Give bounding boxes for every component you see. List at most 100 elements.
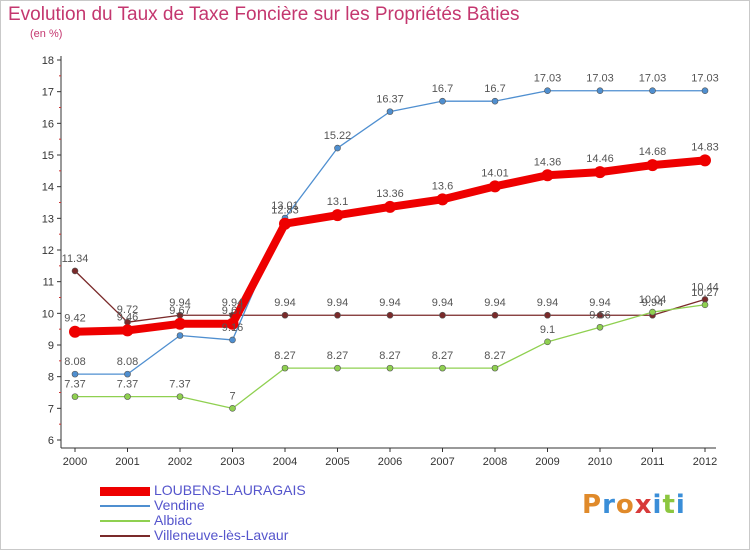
data-label: 9.94 xyxy=(274,297,295,309)
data-label: 8.27 xyxy=(379,350,400,362)
y-tick-label: 6 xyxy=(48,435,54,447)
data-label: 8.08 xyxy=(117,356,138,368)
legend-swatch xyxy=(100,535,150,537)
data-point xyxy=(384,200,396,213)
logo-letter: i xyxy=(652,490,663,520)
data-point xyxy=(491,97,499,105)
x-tick-label: 2002 xyxy=(168,456,192,468)
data-label: 16.7 xyxy=(484,83,505,95)
data-label: 16.7 xyxy=(432,83,453,95)
x-tick-label: 2001 xyxy=(115,456,139,468)
data-label: 14.01 xyxy=(481,167,509,179)
x-tick-label: 2010 xyxy=(588,456,612,468)
data-label: 7.37 xyxy=(169,379,190,391)
data-label: 10.04 xyxy=(639,294,667,306)
legend-label: Villeneuve-lès-Lavaur xyxy=(154,527,289,543)
data-label: 9.67 xyxy=(222,305,243,317)
data-point xyxy=(176,393,184,400)
y-tick-label: 7 xyxy=(48,403,54,415)
data-label: 9.94 xyxy=(327,297,348,309)
data-label: 16.37 xyxy=(376,94,404,106)
series-line-1 xyxy=(74,90,706,375)
data-point xyxy=(386,108,394,115)
data-point xyxy=(649,308,656,316)
data-label: 17.03 xyxy=(691,73,719,85)
x-tick-label: 2003 xyxy=(220,456,244,468)
data-point xyxy=(594,166,606,179)
y-tick-label: 13 xyxy=(42,213,54,225)
data-label: 17.03 xyxy=(534,73,562,85)
data-point xyxy=(229,405,236,412)
data-label: 9.72 xyxy=(117,304,138,316)
y-tick-label: 9 xyxy=(48,340,54,352)
x-tick-label: 2004 xyxy=(273,456,297,468)
y-tick-label: 15 xyxy=(42,150,54,162)
data-label: 9.94 xyxy=(379,297,400,309)
x-tick-label: 2007 xyxy=(430,456,454,468)
data-point xyxy=(489,180,501,193)
data-label: 9.94 xyxy=(589,297,610,309)
data-label: 15.22 xyxy=(324,130,352,142)
data-label: 9.42 xyxy=(64,313,85,325)
x-tick-label: 2006 xyxy=(378,456,402,468)
legend-label: Vendine xyxy=(154,497,205,513)
data-point xyxy=(649,87,656,95)
data-point xyxy=(121,324,134,337)
data-point xyxy=(544,311,551,319)
data-label: 9.46 xyxy=(117,311,138,323)
data-point xyxy=(69,325,81,338)
data-point xyxy=(596,87,604,95)
logo-letter: t xyxy=(662,490,676,520)
data-label: 17.03 xyxy=(586,73,614,85)
data-label: 9.94 xyxy=(222,297,243,309)
data-label: 17.03 xyxy=(639,73,667,85)
data-label: 12.83 xyxy=(271,205,299,217)
y-tick-label: 14 xyxy=(42,182,54,194)
data-point xyxy=(71,393,79,400)
data-label: 13.1 xyxy=(327,196,348,208)
data-point xyxy=(491,364,499,372)
line-chart: 6 7 8 9 10 11 12 13 14 15 16 17 18 2000 2001 2002 2003 20… xyxy=(42,55,719,468)
y-tick-label: 10 xyxy=(42,308,54,320)
data-label: 14.36 xyxy=(534,156,562,168)
data-label: 13.01 xyxy=(271,200,299,212)
data-point xyxy=(229,336,236,344)
data-label: 8.27 xyxy=(484,350,505,362)
data-point xyxy=(544,87,551,95)
data-point xyxy=(71,267,79,275)
data-point xyxy=(701,301,709,309)
y-tick-label: 12 xyxy=(42,245,54,257)
data-label: 8.08 xyxy=(64,356,85,368)
data-point xyxy=(436,193,449,206)
legend-swatch xyxy=(100,505,150,507)
data-point xyxy=(279,217,291,230)
data-label: 7.37 xyxy=(117,379,138,391)
data-label: 14.68 xyxy=(639,146,667,158)
data-point xyxy=(281,364,289,372)
data-label: 9.56 xyxy=(589,309,610,321)
data-point xyxy=(386,311,394,319)
data-point xyxy=(544,338,551,346)
x-tick-label: 2012 xyxy=(693,456,717,468)
data-point xyxy=(701,87,709,95)
y-tick-label: 16 xyxy=(42,118,54,130)
logo-letter: r xyxy=(602,490,616,520)
data-point xyxy=(334,144,341,152)
y-tick-label: 11 xyxy=(43,277,54,289)
y-tick-label: 8 xyxy=(48,372,54,384)
data-label: 8.27 xyxy=(274,350,295,362)
data-point xyxy=(439,311,446,319)
unit-label: (en %) xyxy=(30,28,63,40)
data-label: 13.6 xyxy=(432,180,453,192)
data-point xyxy=(439,97,446,105)
logo-letter: P xyxy=(582,490,603,520)
logo-letter: o xyxy=(615,490,635,520)
data-point xyxy=(281,311,289,319)
data-label: 7 xyxy=(229,390,235,402)
data-label: 9.94 xyxy=(484,297,505,309)
legend-swatch xyxy=(100,486,150,496)
data-point xyxy=(124,370,131,378)
data-point xyxy=(439,364,446,372)
data-point xyxy=(334,364,341,372)
